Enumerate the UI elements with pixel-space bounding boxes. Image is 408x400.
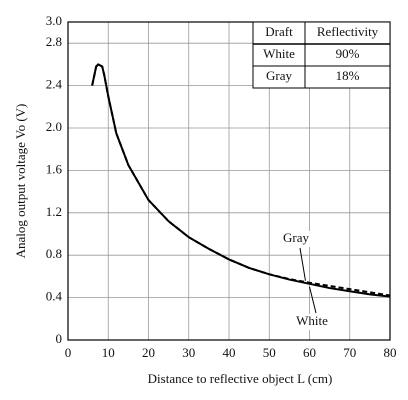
x-tick-label: 10 <box>102 345 115 360</box>
y-tick-label: 2.4 <box>46 77 63 92</box>
x-tick-label: 20 <box>142 345 155 360</box>
series-label: Gray <box>283 230 309 245</box>
table-cell: 18% <box>336 68 360 83</box>
y-axis-label: Analog output voltage Vo (V) <box>13 104 28 259</box>
table-bg <box>252 21 391 89</box>
x-tick-label: 40 <box>223 345 236 360</box>
y-tick-label: 0.8 <box>46 246 62 261</box>
series-label: White <box>296 313 328 328</box>
x-tick-label: 30 <box>182 345 195 360</box>
x-tick-label: 60 <box>303 345 316 360</box>
table-cell: White <box>263 46 295 61</box>
y-tick-label: 3.0 <box>46 13 62 28</box>
table-cell: Draft <box>265 24 293 39</box>
series-line <box>91 63 391 297</box>
y-tick-label: 2.0 <box>46 119 62 134</box>
x-tick-label: 70 <box>343 345 356 360</box>
y-tick-label: 2.8 <box>46 34 62 49</box>
leader-line <box>299 247 306 281</box>
leader-line <box>309 286 317 314</box>
table-cell: 90% <box>336 46 360 61</box>
y-tick-label: 1.6 <box>46 161 63 176</box>
y-tick-label: 0 <box>56 331 63 346</box>
x-axis-label: Distance to reflective object L (cm) <box>148 371 333 386</box>
y-tick-label: 0.4 <box>46 289 63 304</box>
x-tick-label: 80 <box>384 345 397 360</box>
table-cell: Reflectivity <box>317 24 379 39</box>
table-cell: Gray <box>266 68 292 83</box>
y-tick-label: 1.2 <box>46 204 62 219</box>
label-bg <box>276 231 316 247</box>
plot-frame <box>67 21 391 341</box>
x-tick-label: 50 <box>263 345 276 360</box>
x-tick-label: 0 <box>65 345 72 360</box>
label-bg <box>292 314 332 330</box>
